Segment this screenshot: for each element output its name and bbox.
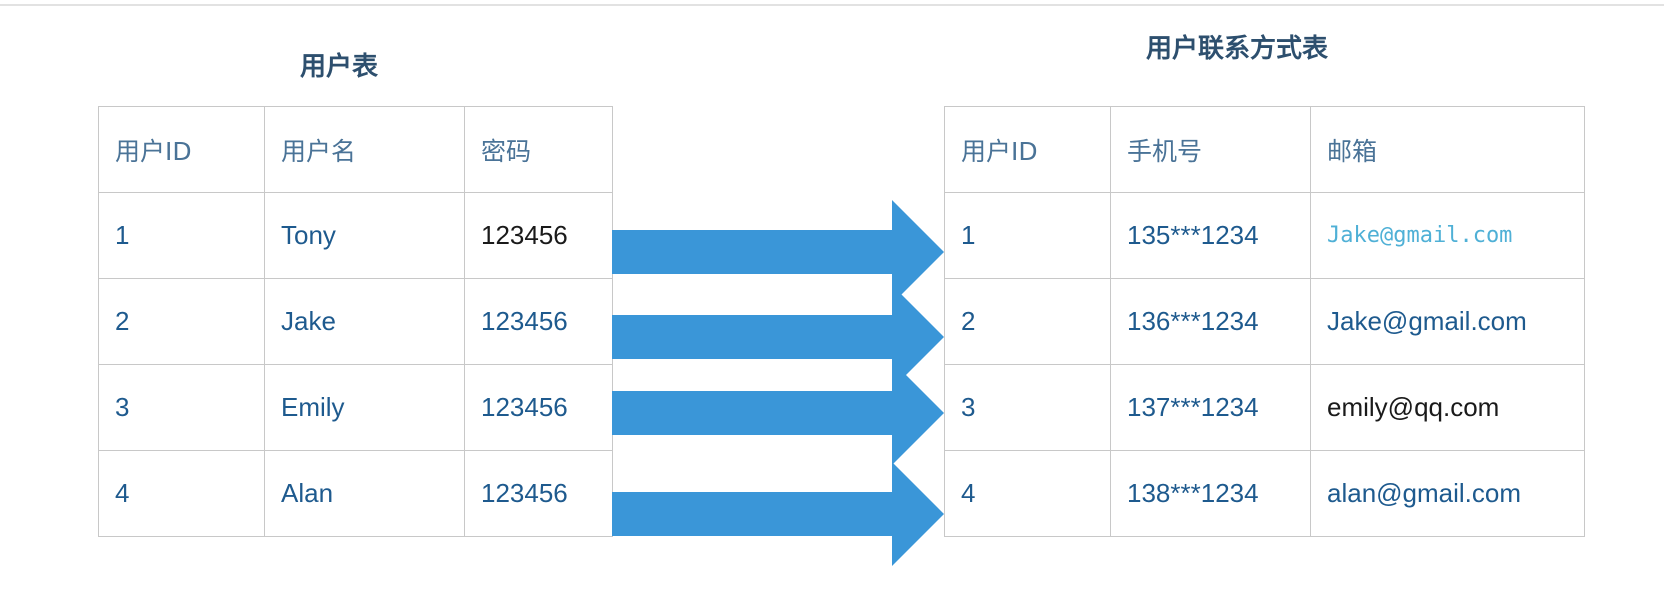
table-header-row: 用户ID 手机号 邮箱 (944, 106, 1585, 193)
column-header: 用户ID (944, 106, 1111, 193)
row-2-arrow (612, 285, 944, 389)
table-cell: 3 (944, 364, 1111, 451)
column-header: 密码 (464, 106, 613, 193)
table-row: 1 135***1234 Jake@gmail.com (944, 192, 1585, 279)
table-cell: 123456 (464, 192, 613, 279)
table-cell: 137***1234 (1110, 364, 1311, 451)
top-divider (0, 4, 1664, 6)
right-table-title: 用户联系方式表 (1146, 34, 1329, 64)
table-cell: Jake (264, 278, 465, 365)
row-3-arrow (612, 361, 944, 465)
table-header-row: 用户ID 用户名 密码 (98, 106, 613, 193)
table-cell: 2 (98, 278, 265, 365)
column-header: 用户名 (264, 106, 465, 193)
table-cell: Tony (264, 192, 465, 279)
user-contact-table: 用户ID 手机号 邮箱 1 135***1234 Jake@gmail.com … (944, 106, 1585, 537)
table-row: 2 136***1234 Jake@gmail.com (944, 278, 1585, 365)
table-cell: 1 (944, 192, 1111, 279)
table-cell: 135***1234 (1110, 192, 1311, 279)
table-cell: 4 (944, 450, 1111, 537)
table-cell: 136***1234 (1110, 278, 1311, 365)
table-cell: alan@gmail.com (1310, 450, 1585, 537)
table-cell: 123456 (464, 450, 613, 537)
user-table: 用户ID 用户名 密码 1 Tony 123456 2 Jake 123456 … (98, 106, 613, 537)
table-row: 4 138***1234 alan@gmail.com (944, 450, 1585, 537)
table-cell: Jake@gmail.com (1310, 192, 1585, 279)
table-cell: 1 (98, 192, 265, 279)
table-cell: 138***1234 (1110, 450, 1311, 537)
table-cell: 4 (98, 450, 265, 537)
table-row: 2 Jake 123456 (98, 278, 613, 365)
table-row: 3 137***1234 emily@qq.com (944, 364, 1585, 451)
column-header: 用户ID (98, 106, 265, 193)
table-cell: Alan (264, 450, 465, 537)
row-1-arrow (612, 200, 944, 304)
table-cell: emily@qq.com (1310, 364, 1585, 451)
left-table-title: 用户表 (300, 52, 379, 82)
table-row: 1 Tony 123456 (98, 192, 613, 279)
table-cell: 123456 (464, 364, 613, 451)
table-cell: Jake@gmail.com (1310, 278, 1585, 365)
column-header: 邮箱 (1310, 106, 1585, 193)
table-row: 3 Emily 123456 (98, 364, 613, 451)
column-header: 手机号 (1110, 106, 1311, 193)
table-cell: 3 (98, 364, 265, 451)
table-row: 4 Alan 123456 (98, 450, 613, 537)
table-cell: 123456 (464, 278, 613, 365)
row-4-arrow (612, 462, 944, 566)
table-cell: Emily (264, 364, 465, 451)
table-cell: 2 (944, 278, 1111, 365)
